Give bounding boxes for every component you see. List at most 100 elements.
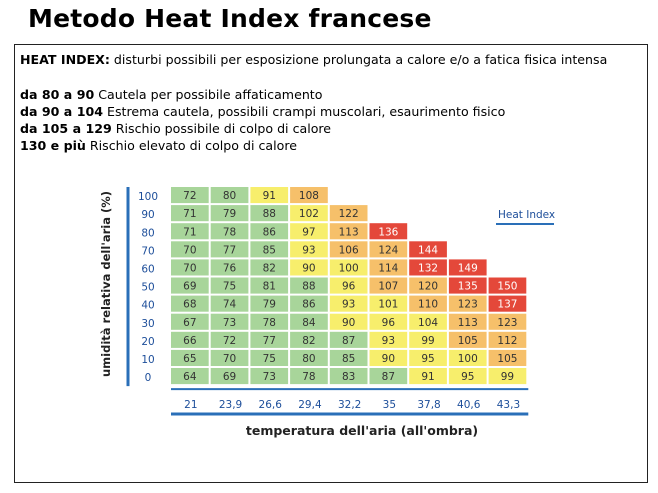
y-tick-label: 90 xyxy=(141,209,154,221)
cell-value-label: 90 xyxy=(382,353,395,365)
x-tick-label: 23,9 xyxy=(219,399,242,411)
cell-value-label: 70 xyxy=(223,353,236,365)
range-text: Estrema cautela, possibili crampi muscol… xyxy=(102,104,506,119)
heat-cell xyxy=(250,223,289,240)
cell-value-label: 96 xyxy=(342,281,356,293)
heat-cell xyxy=(171,187,209,204)
range-text: Rischio elevato di colpo di calore xyxy=(85,138,297,153)
cell-value-label: 113 xyxy=(458,317,478,329)
heat-cell xyxy=(448,331,487,348)
cell-value-label: 113 xyxy=(339,226,359,238)
heat-cell xyxy=(171,331,209,348)
cell-value-label: 95 xyxy=(421,353,434,365)
cell-value-label: 99 xyxy=(421,335,434,347)
cell-value-label: 87 xyxy=(342,335,355,347)
heat-cell xyxy=(210,259,249,276)
heat-index-intro: HEAT INDEX: disturbi possibili per espos… xyxy=(20,52,607,67)
heat-cell xyxy=(409,368,447,385)
cell-value-label: 65 xyxy=(183,353,196,365)
heat-cell xyxy=(369,295,408,312)
heat-cell xyxy=(290,349,328,366)
cell-value-label: 99 xyxy=(501,371,514,383)
heat-cell xyxy=(171,368,209,385)
cell-value-label: 66 xyxy=(183,335,197,347)
heat-cell xyxy=(171,241,209,258)
cell-value-label: 93 xyxy=(342,299,355,311)
range-label: da 90 a 104 xyxy=(20,104,103,119)
x-tick-label: 37,8 xyxy=(417,399,440,411)
cell-value-label: 91 xyxy=(263,190,276,202)
heat-cell xyxy=(488,331,527,348)
cell-value-label: 75 xyxy=(223,281,236,293)
heat-cell xyxy=(448,349,487,366)
cell-value-label: 124 xyxy=(378,244,398,256)
heat-cell xyxy=(290,205,328,222)
y-tick-label: 100 xyxy=(138,191,158,203)
cell-value-label: 68 xyxy=(183,299,196,311)
heat-cell xyxy=(488,349,527,366)
cell-value-label: 67 xyxy=(183,317,196,329)
heat-cell xyxy=(171,313,209,330)
cell-value-label: 114 xyxy=(378,262,398,274)
heat-cell xyxy=(448,295,487,312)
x-tick-label: 35 xyxy=(383,399,396,411)
cell-value-label: 69 xyxy=(223,371,236,383)
heat-cell xyxy=(210,368,249,385)
cell-value-label: 85 xyxy=(263,244,276,256)
cell-value-label: 71 xyxy=(183,226,196,238)
heat-cell xyxy=(448,259,487,276)
x-tick-label: 43,3 xyxy=(497,399,520,411)
heat-cell xyxy=(329,368,368,385)
y-tick-label: 20 xyxy=(141,336,154,348)
cell-value-label: 85 xyxy=(342,353,355,365)
heat-cell xyxy=(369,331,408,348)
heat-cell xyxy=(210,331,249,348)
y-axis-label: umidità relativa dell'aria (%) xyxy=(99,190,113,378)
cell-value-label: 73 xyxy=(263,371,276,383)
cell-value-label: 150 xyxy=(497,281,517,293)
heat-cell xyxy=(369,277,408,294)
heat-cell xyxy=(329,241,368,258)
cell-value-label: 71 xyxy=(183,208,196,220)
heat-cell xyxy=(210,241,249,258)
heat-cell xyxy=(409,295,447,312)
x-tick-label: 40,6 xyxy=(457,399,481,411)
cell-value-label: 93 xyxy=(382,335,395,347)
heat-cell xyxy=(250,313,289,330)
heat-cell xyxy=(329,277,368,294)
heat-cell xyxy=(210,313,249,330)
cell-value-label: 78 xyxy=(223,226,236,238)
cell-value-label: 122 xyxy=(339,208,359,220)
cell-value-label: 80 xyxy=(223,190,236,202)
heat-cell xyxy=(171,349,209,366)
cell-value-label: 78 xyxy=(302,371,315,383)
heat-index-term: HEAT INDEX: xyxy=(20,52,110,67)
heat-cell xyxy=(369,368,408,385)
range-label: 130 e più xyxy=(20,138,86,153)
cell-value-label: 79 xyxy=(263,299,276,311)
heat-cell xyxy=(488,277,527,294)
cell-value-label: 149 xyxy=(458,262,478,274)
heat-cell xyxy=(448,277,487,294)
cell-value-label: 100 xyxy=(458,353,478,365)
cell-value-label: 90 xyxy=(342,317,355,329)
heat-cell xyxy=(329,223,368,240)
cell-value-label: 104 xyxy=(418,317,438,329)
cell-value-label: 107 xyxy=(378,281,398,293)
heat-cell xyxy=(210,295,249,312)
cell-value-label: 105 xyxy=(458,335,478,347)
cell-value-label: 83 xyxy=(342,371,355,383)
heat-cell xyxy=(250,205,289,222)
heat-cell xyxy=(171,259,209,276)
heat-cell xyxy=(290,368,328,385)
heat-cell xyxy=(329,295,368,312)
cell-value-label: 108 xyxy=(299,190,319,202)
heat-cell xyxy=(409,277,447,294)
y-tick-label: 80 xyxy=(141,227,154,239)
heat-cell xyxy=(369,241,408,258)
cell-value-label: 75 xyxy=(263,353,276,365)
cell-value-label: 77 xyxy=(263,335,276,347)
heat-cell xyxy=(409,313,447,330)
cell-value-label: 136 xyxy=(378,226,398,238)
